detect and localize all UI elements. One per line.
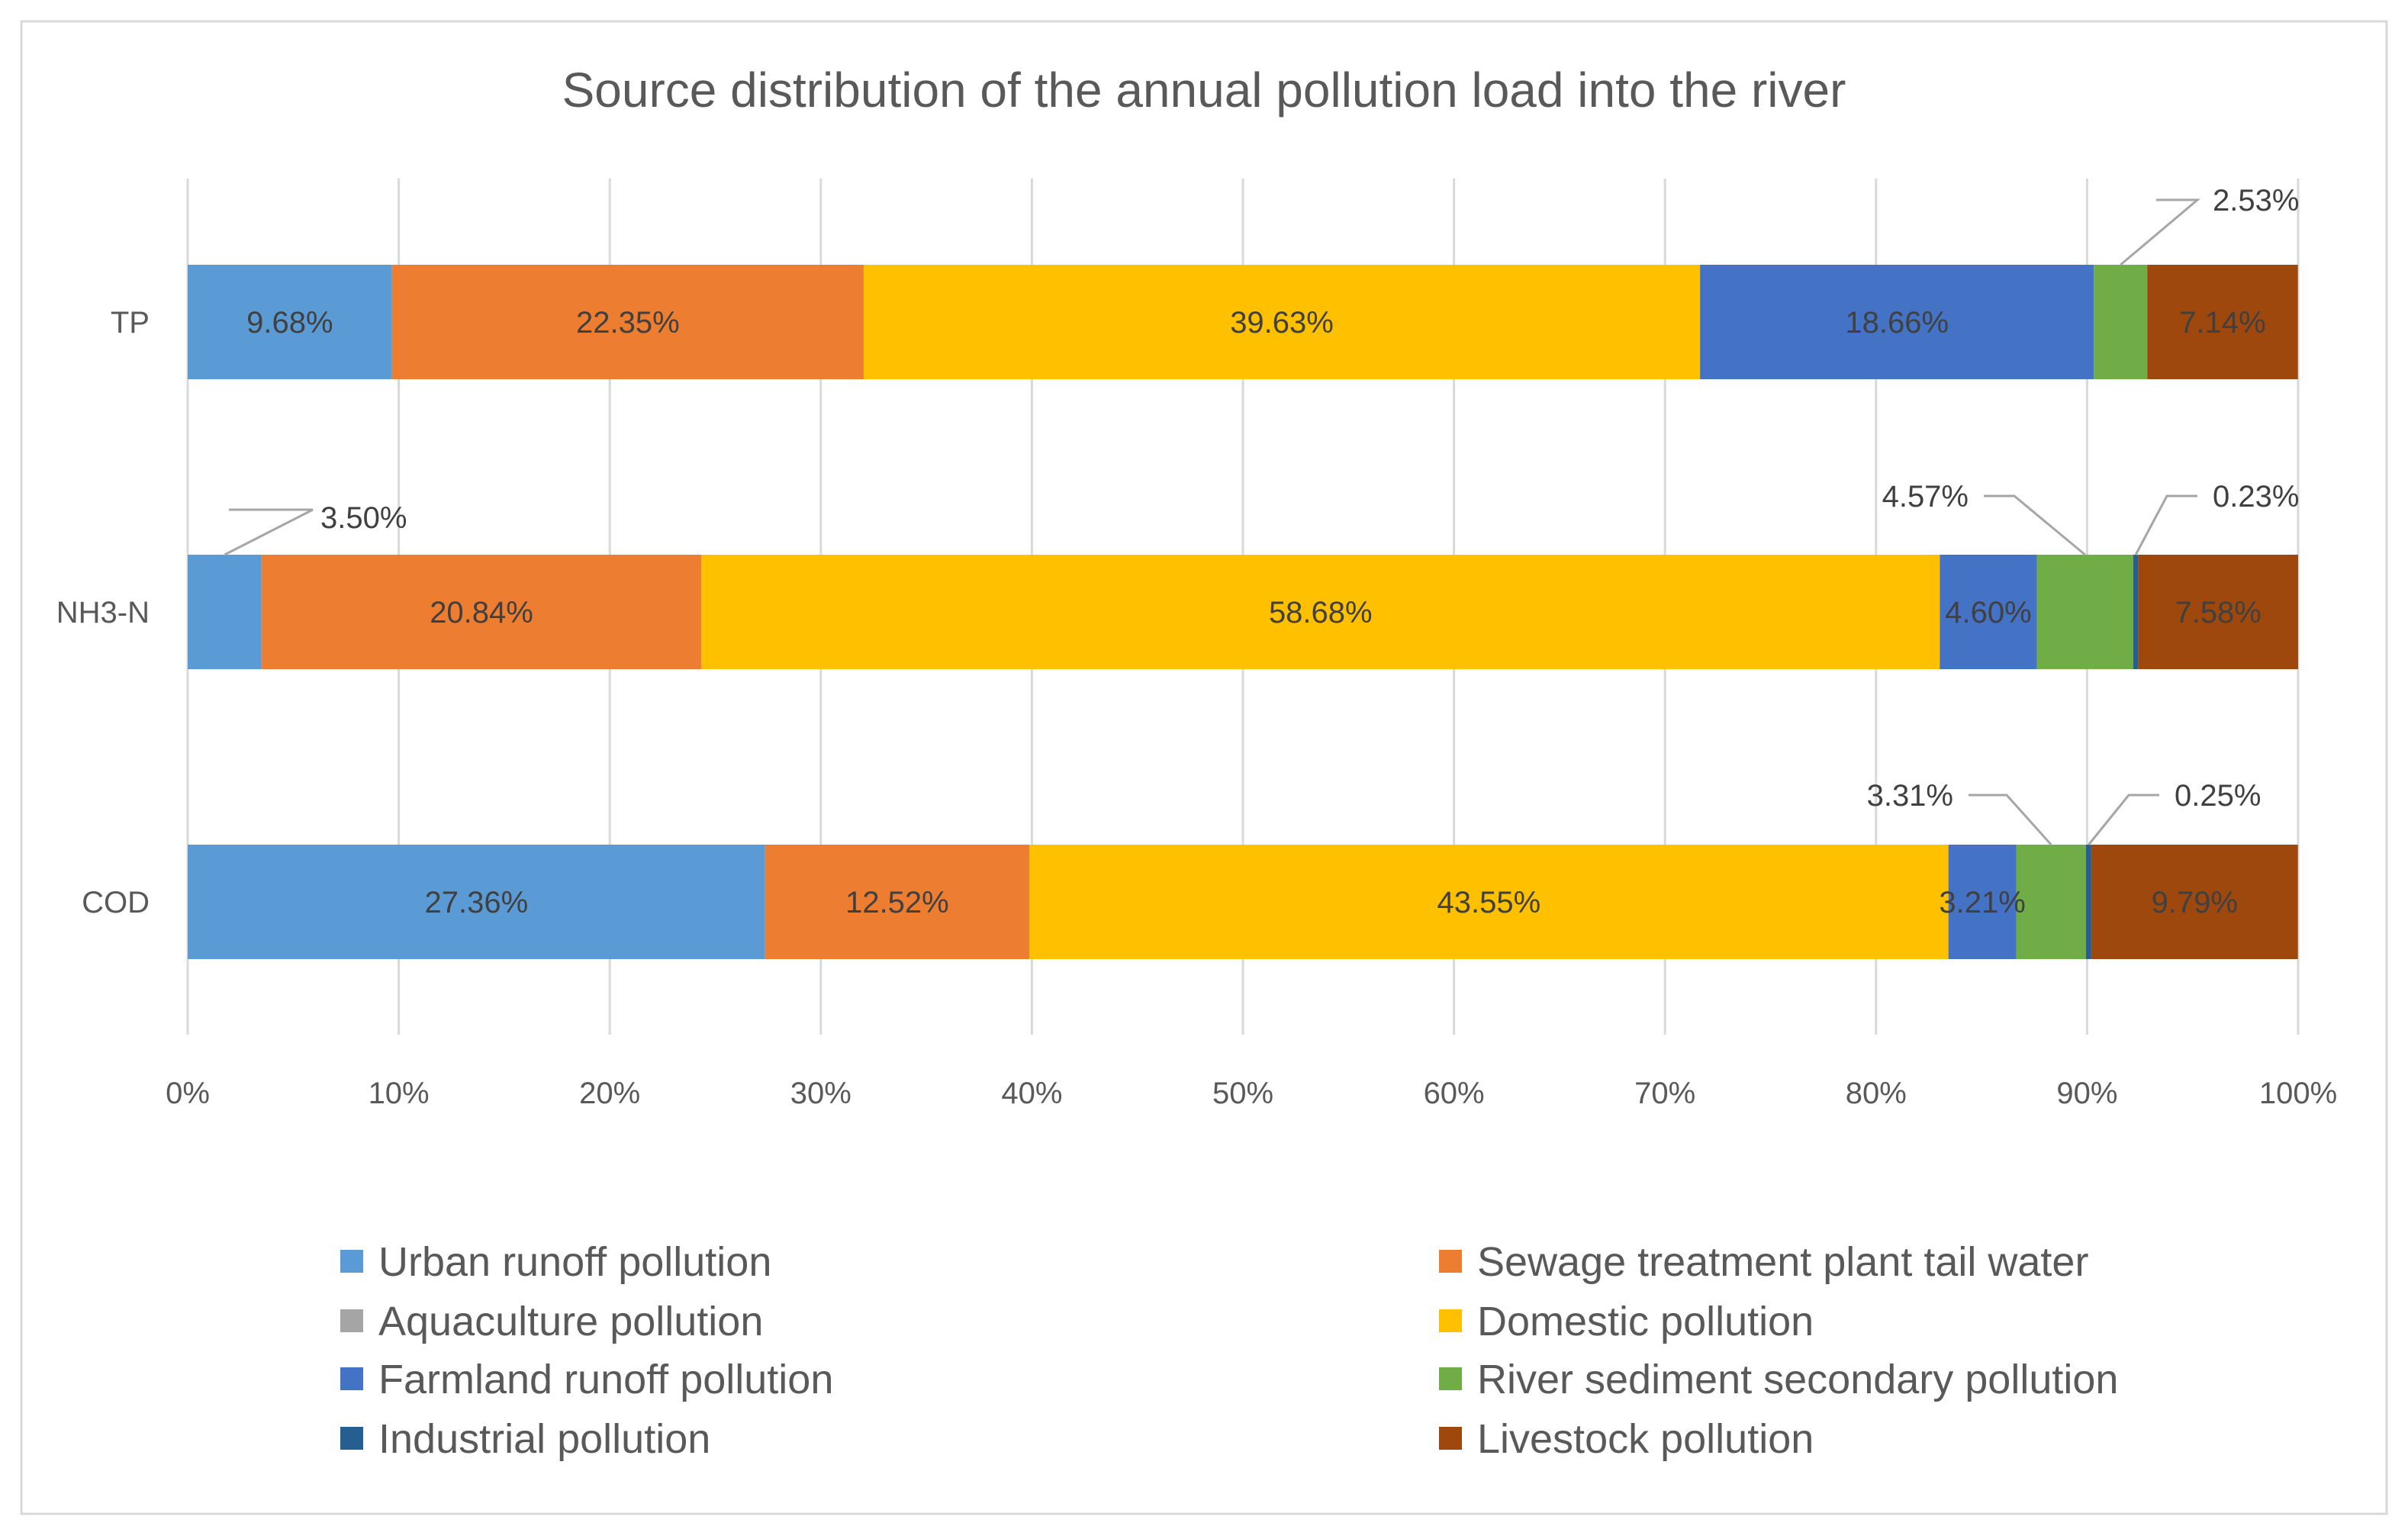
bar-segment [1029, 845, 1949, 959]
x-tick-label: 40% [1001, 1077, 1062, 1110]
callout-leader-line [2134, 494, 2197, 555]
legend-label: Industrial pollution [378, 1416, 710, 1462]
data-label: 43.55% [1437, 886, 1541, 919]
bar-segment [2094, 265, 2148, 379]
callout-leader-line [2088, 794, 2159, 845]
bar-segment [2091, 845, 2298, 959]
x-tick-label: 20% [579, 1077, 640, 1110]
data-label: 7.14% [2179, 306, 2265, 340]
bar-segment [1700, 265, 2094, 379]
callout-label: 3.50% [320, 501, 407, 535]
bar-segment [391, 265, 864, 379]
legend-swatch [1439, 1250, 1462, 1273]
legend: Urban runoff pollution Sewage treatment p… [340, 1239, 2118, 1462]
chart-title: Source distribution of the annual pollut… [562, 63, 1846, 118]
callout-label: 3.31% [1867, 779, 1953, 813]
data-label: 4.60% [1945, 596, 2031, 629]
chart-frame [20, 20, 2388, 1515]
callout-leader-line [2120, 198, 2201, 266]
legend-swatch [1439, 1367, 1462, 1390]
legend-label: River sediment secondary pollution [1477, 1357, 2118, 1402]
bar-segment [2016, 845, 2087, 959]
legend-item: Industrial pollution [340, 1416, 710, 1462]
data-label: 20.84% [430, 596, 533, 629]
callout-label: 4.57% [1882, 480, 1969, 514]
x-tick-label: 80% [1846, 1077, 1907, 1110]
bar-segment [2036, 555, 2133, 669]
y-category-label: TP [111, 306, 150, 340]
x-tick-label: 100% [2259, 1077, 2337, 1110]
legend-label: Urban runoff pollution [378, 1239, 771, 1285]
x-tick-label: 60% [1424, 1077, 1485, 1110]
data-label: 22.35% [576, 306, 680, 340]
bar-segment [863, 265, 1701, 379]
bar-segment [1940, 555, 2037, 669]
x-tick-label: 30% [790, 1077, 851, 1110]
legend-label: Domestic pollution [1477, 1299, 1814, 1344]
legend-swatch [340, 1309, 363, 1332]
bars [188, 265, 2298, 959]
x-tick-label: 50% [1212, 1077, 1273, 1110]
legend-item: Sewage treatment plant tail water [1439, 1239, 2088, 1285]
legend-label: Aquaculture pollution [378, 1299, 763, 1344]
legend-item: Farmland runoff pollution [340, 1357, 833, 1402]
callout-label: 2.53% [2213, 184, 2299, 217]
bar-segment [701, 555, 1940, 669]
bar-segment [2147, 265, 2298, 379]
axes: 0% 10% 20% 30% 40% 50% 60% 70% 80% 90% 100% TP NH3-N… [56, 306, 2337, 1110]
data-label: 58.68% [1269, 596, 1373, 629]
bar-segment [1948, 845, 2017, 959]
legend-swatch [340, 1367, 363, 1390]
legend-item: River sediment secondary pollution [1439, 1357, 2118, 1402]
legend-swatch [340, 1250, 363, 1273]
legend-label: Sewage treatment plant tail water [1477, 1239, 2088, 1285]
legend-swatch [340, 1427, 363, 1450]
bar-segment [261, 555, 702, 669]
callout-leader-line [1984, 494, 2086, 556]
bar-segment [188, 265, 392, 379]
data-label: 9.79% [2152, 886, 2238, 919]
x-tick-label: 70% [1634, 1077, 1695, 1110]
callout-labels: 3.50% 2.53% 4.57% 0.23% 3.31% 0.25% [224, 184, 2299, 846]
data-label: 27.36% [425, 886, 529, 919]
x-tick-label: 90% [2056, 1077, 2117, 1110]
y-category-label: NH3-N [56, 596, 150, 629]
legend-swatch [1439, 1309, 1462, 1332]
y-category-label: COD [82, 886, 150, 919]
callout-label: 0.25% [2175, 779, 2261, 813]
x-tick-label: 0% [166, 1077, 210, 1110]
legend-swatch [1439, 1427, 1462, 1450]
legend-label: Livestock pollution [1477, 1416, 1814, 1462]
data-label: 12.52% [845, 886, 949, 919]
callout-label: 0.23% [2213, 480, 2299, 514]
data-label: 39.63% [1230, 306, 1334, 340]
bar-segment [188, 845, 765, 959]
callout-leader-line [224, 508, 314, 556]
legend-item: Domestic pollution [1439, 1299, 1814, 1344]
data-label: 3.21% [1939, 886, 2025, 919]
legend-item: Livestock pollution [1439, 1416, 1814, 1462]
bar-segment [2086, 845, 2091, 959]
x-tick-label: 10% [369, 1077, 430, 1110]
bar-segment [188, 555, 262, 669]
data-labels: 9.68% 22.35% 39.63% 18.66% 7.14% 20.84% 58.68%… [246, 306, 2266, 919]
legend-item: Aquaculture pollution [340, 1299, 763, 1344]
data-label: 7.58% [2175, 596, 2261, 629]
bar-segment [765, 845, 1030, 959]
callout-leader-line [1969, 794, 2052, 846]
bar-segment [2138, 555, 2298, 669]
legend-item: Urban runoff pollution [340, 1239, 771, 1285]
bar-segment [2133, 555, 2139, 669]
data-label: 18.66% [1845, 306, 1949, 340]
legend-label: Farmland runoff pollution [378, 1357, 833, 1402]
data-label: 9.68% [246, 306, 333, 340]
